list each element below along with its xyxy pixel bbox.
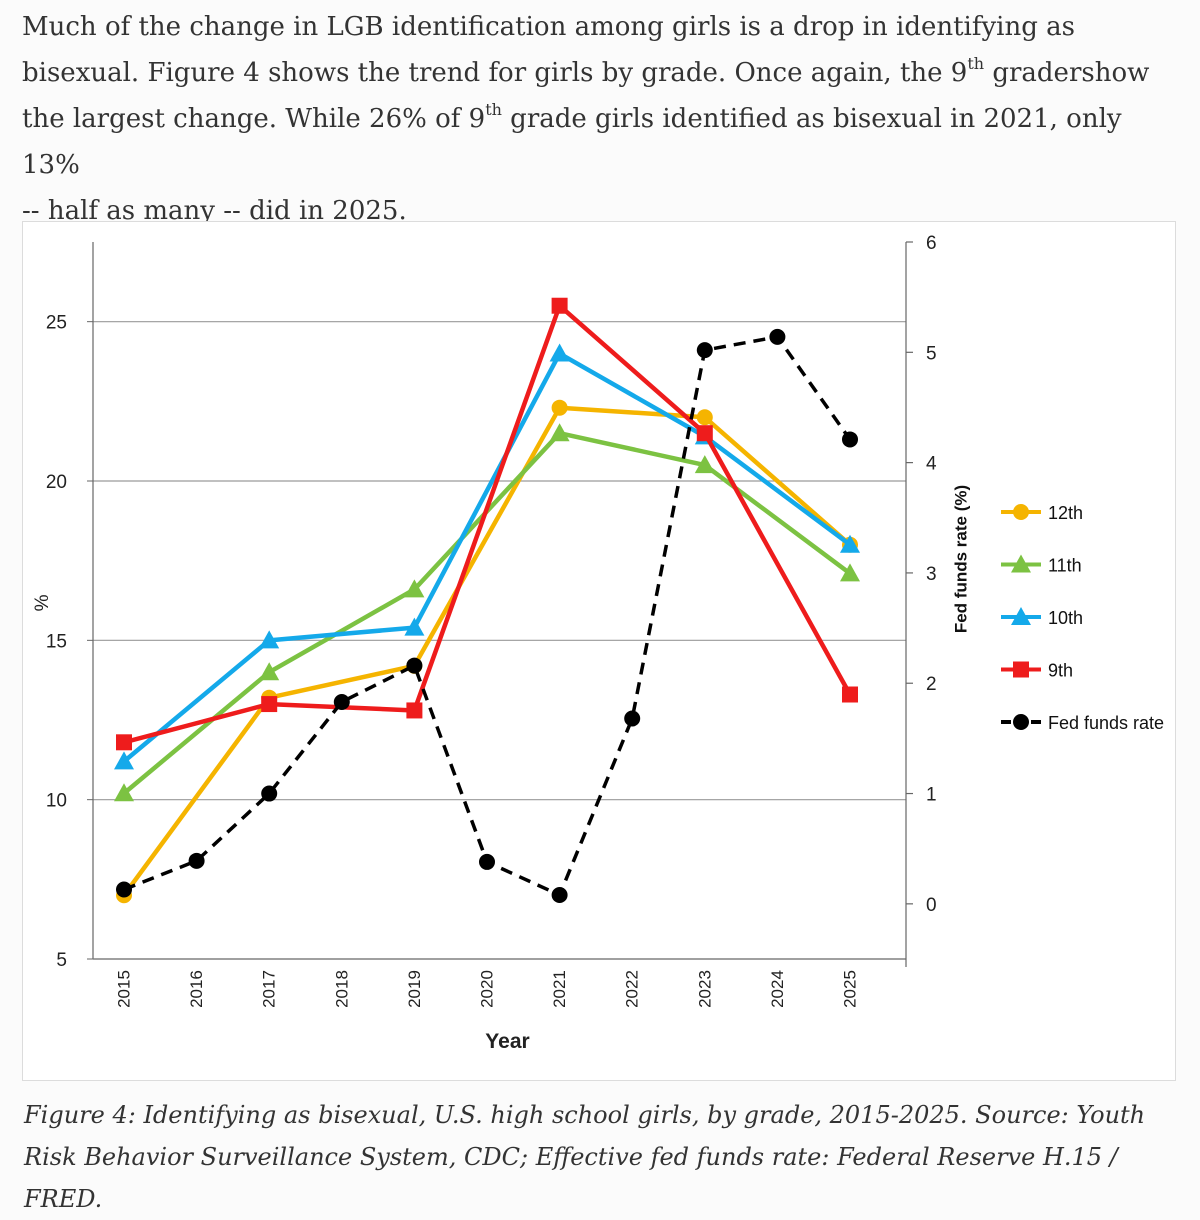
y-tick-label: 10 [46,791,67,812]
data-point-fed-funds-rate [333,693,350,710]
data-point-9th [551,297,568,314]
legend-label: 11th [1048,556,1082,576]
data-point-10th [114,751,134,770]
y2-tick-label: 3 [926,564,937,585]
y2-tick-label: 2 [926,674,937,695]
legend-marker-11th [1011,554,1031,573]
data-point-11th [549,423,570,442]
ordinal-suffix: th [485,100,502,120]
chart-figure: 5 10 15 20 25 0 1 2 3 4 5 6 2015 2016 2017 2018 2019 2020… [22,221,1176,1081]
data-point-fed-funds-rate [624,710,641,727]
y-tick-label: 20 [46,472,67,493]
data-point-10th [404,617,425,636]
data-point-9th [696,425,713,442]
intro-text: the largest change. While 26% of 9 [22,104,486,134]
x-tick-label: 2015 [115,970,134,1008]
x-tick-label: 2022 [623,970,642,1008]
legend-label: 9th [1048,661,1073,681]
data-point-11th [694,455,715,474]
intro-text: Much of the change in LGB identification… [22,12,1075,42]
intro-text: grade girls identified as bisexual in 20… [22,104,1122,180]
intro-line: Much of the change in LGB identification… [22,4,1172,50]
data-point-11th [259,662,280,681]
series-line-fed-funds-rate [123,335,852,897]
legend-marker-fed-funds-rate [1013,714,1029,730]
data-point-fed-funds-rate [406,657,423,674]
y-tick-label: 15 [46,631,67,652]
y2-tick-label: 5 [926,343,937,364]
data-point-11th [840,563,860,582]
x-tick-label: 2024 [768,970,787,1008]
intro-line: the largest change. While 26% of 9th gra… [22,96,1172,188]
data-point-10th [840,534,860,553]
data-point-fed-funds-rate [116,881,132,898]
series-line-12th [122,405,852,897]
y2-tick-label: 0 [926,895,937,916]
x-tick-label: 2018 [332,970,351,1008]
data-point-fed-funds-rate [188,852,205,869]
legend-label: 10th [1048,608,1083,628]
legend-label: Fed funds rate [1048,713,1164,733]
figure-caption: Figure 4: Identifying as bisexual, U.S. … [24,1094,1174,1220]
data-point-11th [114,783,134,802]
data-point-9th [116,734,132,751]
data-point-9th [261,696,278,713]
data-point-fed-funds-rate [696,342,713,359]
data-point-fed-funds-rate [261,785,278,802]
series-line-10th [122,351,852,764]
ordinal-suffix: th [967,54,985,74]
x-tick-label: 2020 [478,970,497,1008]
y2-tick-label: 1 [926,785,937,806]
y2-tick-label: 4 [926,454,937,475]
intro-text: gradershow [984,58,1150,88]
x-tick-label: 2017 [260,970,279,1008]
legend-label: 12th [1048,503,1083,523]
data-point-10th [549,343,570,362]
data-point-fed-funds-rate [551,887,568,904]
data-point-fed-funds-rate [479,853,495,870]
data-point-fed-funds-rate [842,431,858,448]
x-tick-label: 2025 [841,970,860,1008]
y2-tick-label: 6 [926,233,937,254]
data-point-fed-funds-rate [769,328,786,345]
intro-paragraph: Much of the change in LGB identification… [22,4,1172,234]
caption-line: Figure 4: Identifying as bisexual, U.S. … [24,1101,1146,1129]
series-line-9th [123,303,852,745]
data-point-12th [696,409,713,426]
y-tick-label: 25 [46,313,67,334]
data-point-11th [404,579,425,598]
data-point-9th [842,686,858,703]
x-tick-label: 2019 [405,970,424,1008]
data-point-12th [551,399,568,416]
legend-marker-12th [1013,504,1029,520]
y-tick-label: 5 [56,950,67,971]
x-tick-label: 2016 [187,970,206,1008]
intro-text: bisexual. Figure 4 shows the trend for g… [22,58,968,88]
data-point-9th [406,702,423,719]
intro-line: bisexual. Figure 4 shows the trend for g… [22,50,1172,96]
caption-line: Risk Behavior Surveillance System, CDC; … [24,1143,1118,1213]
legend-marker-9th [1013,661,1029,678]
x-tick-label: 2023 [695,970,714,1008]
x-tick-label: 2021 [550,970,569,1008]
legend-marker-10th [1011,607,1031,625]
y-axis-title: % [30,595,51,612]
data-point-10th [259,630,280,649]
y2-axis-title: Fed funds rate (%) [952,485,971,633]
x-axis-title: Year [485,1030,529,1053]
